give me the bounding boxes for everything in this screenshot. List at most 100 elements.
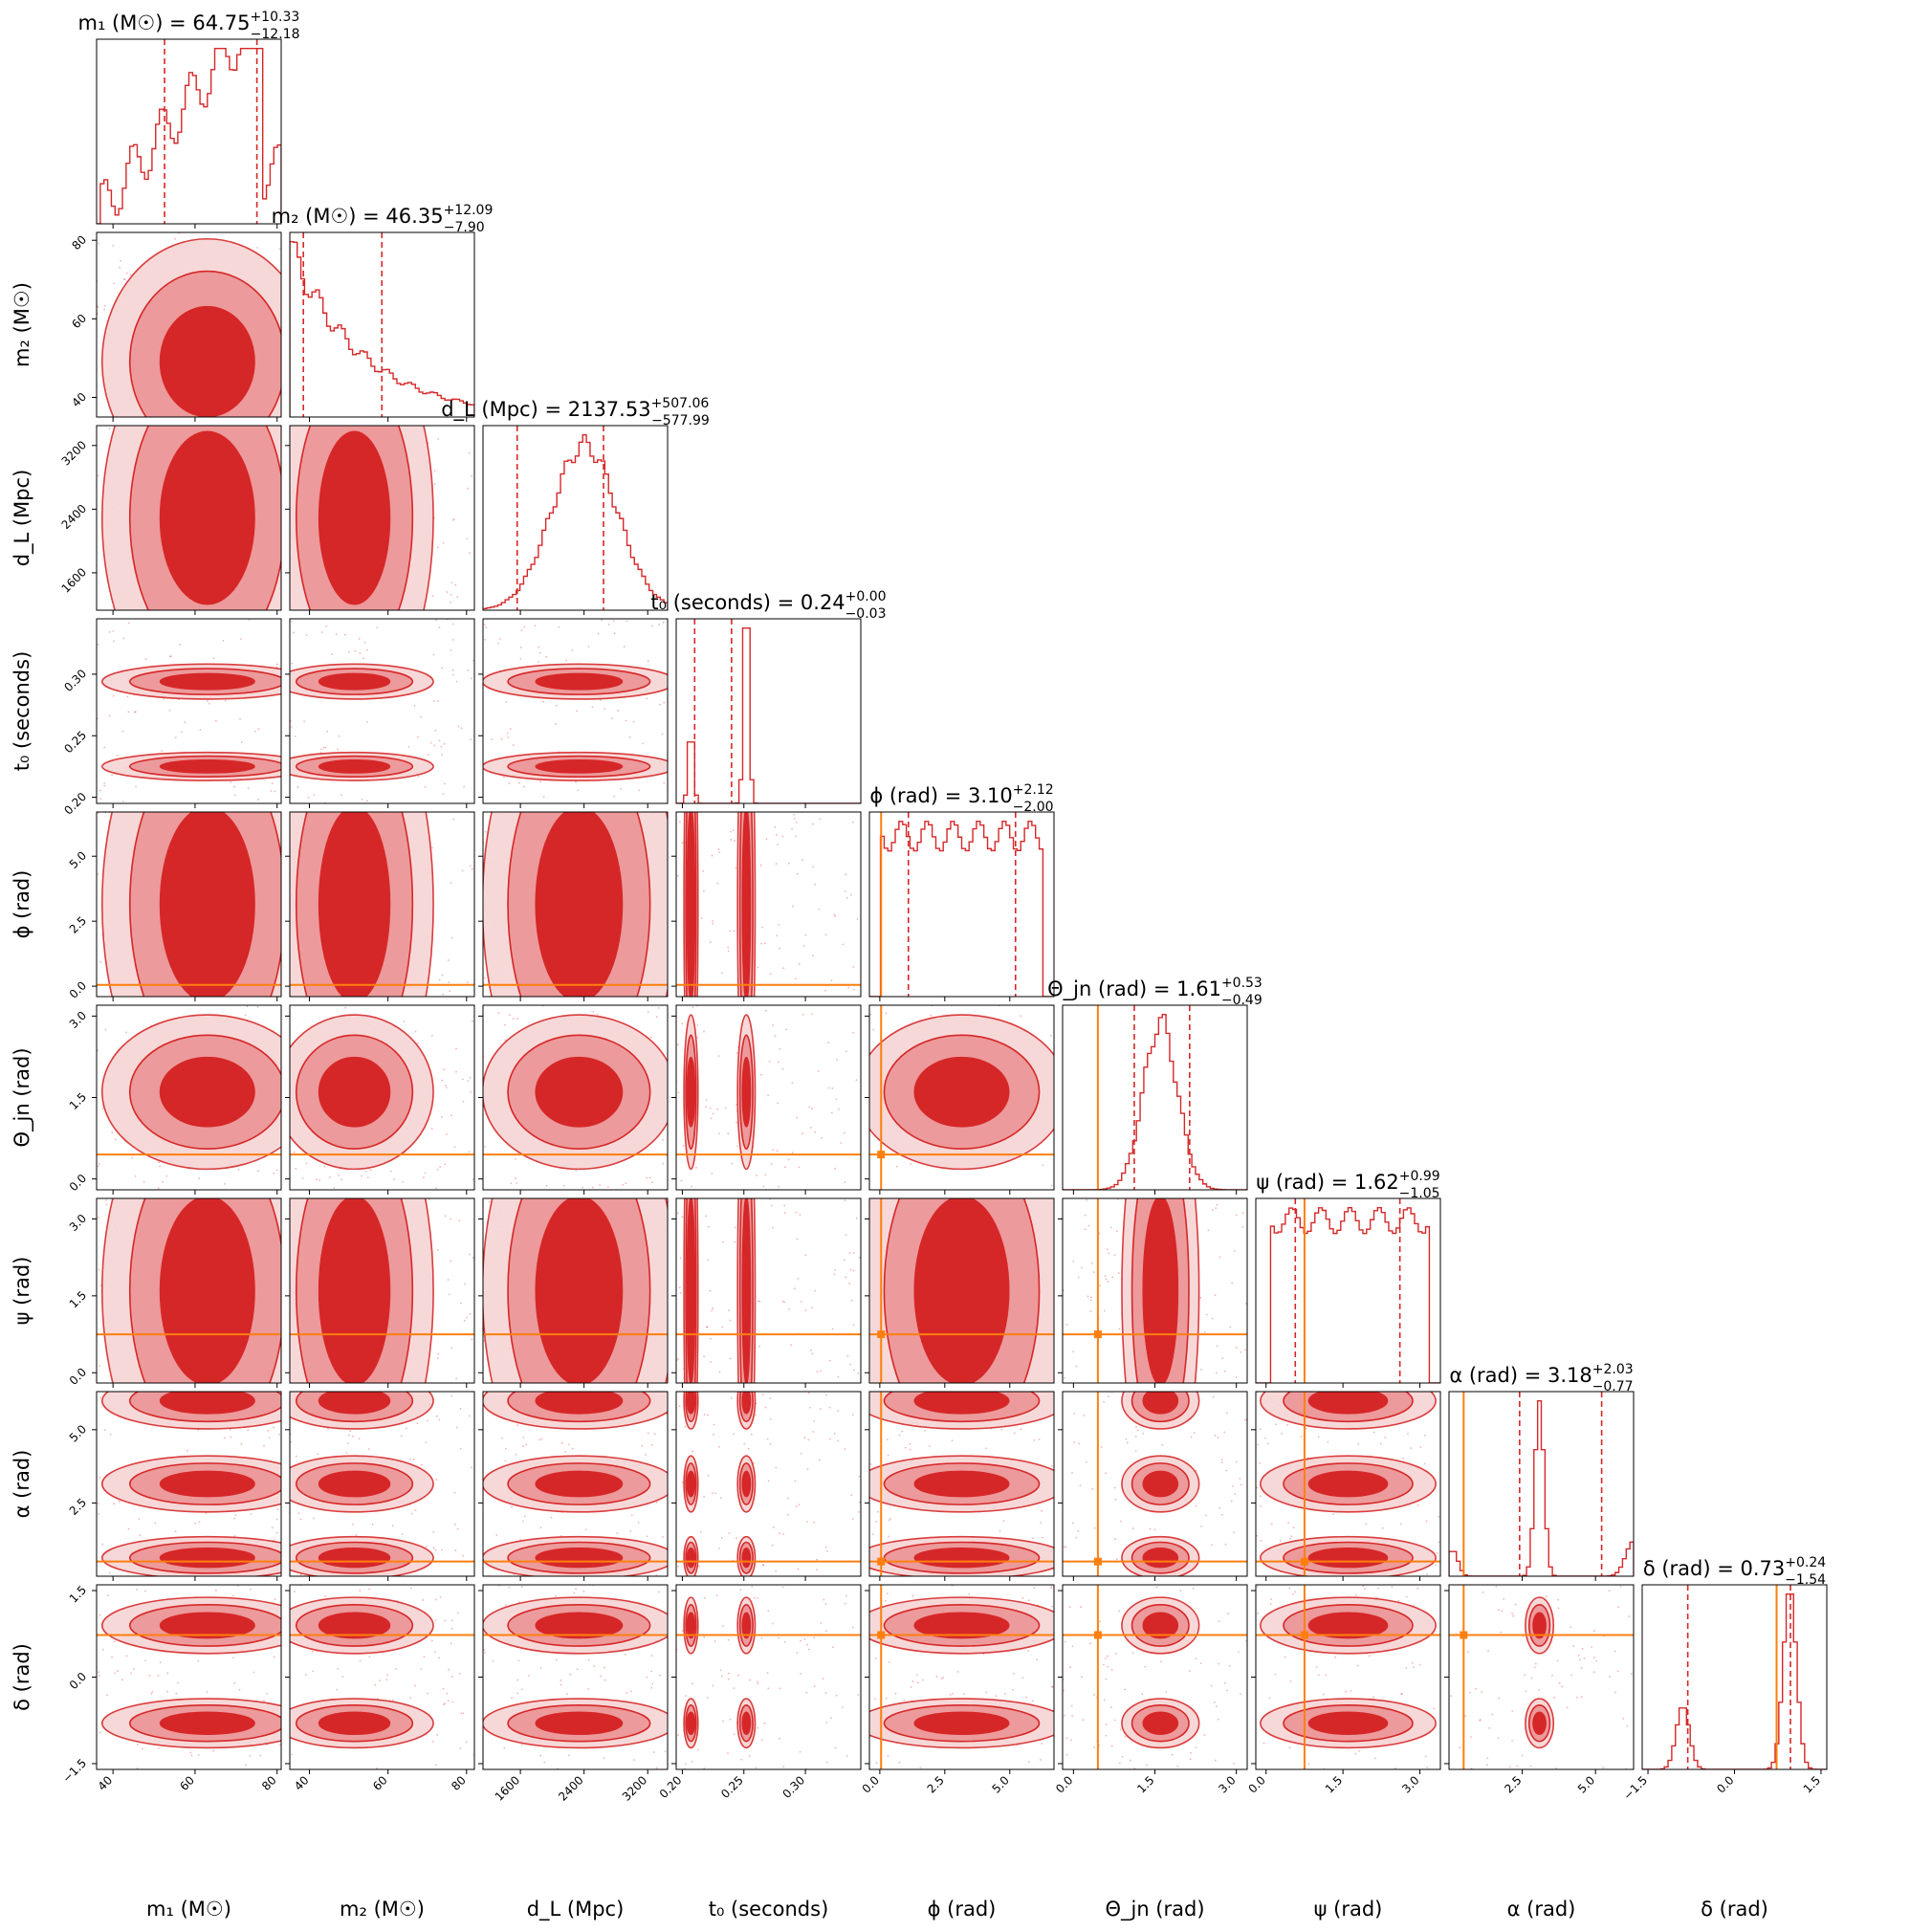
sample-point — [99, 1675, 100, 1677]
sample-point — [869, 1013, 872, 1016]
sample-point — [1400, 1693, 1403, 1696]
sample-point — [811, 1352, 814, 1355]
x-tick-label-phi: 5.0 — [990, 1773, 1012, 1795]
sample-point — [312, 1670, 315, 1673]
sample-point — [208, 702, 210, 705]
sample-point — [1384, 1436, 1387, 1438]
sample-point — [715, 1594, 718, 1597]
sample-point — [678, 821, 681, 823]
sample-point — [1114, 1719, 1116, 1722]
x-tick-label-m2: 40 — [292, 1773, 312, 1793]
sample-point — [157, 1187, 160, 1190]
sample-point — [732, 828, 735, 831]
sample-point — [328, 1176, 331, 1178]
sample-point — [120, 259, 121, 262]
sample-point — [1503, 1597, 1505, 1600]
sample-point — [564, 1450, 567, 1453]
sample-point — [650, 1670, 652, 1673]
sample-point — [825, 1722, 828, 1723]
contour-panel-m1-phi — [96, 811, 282, 998]
sample-point — [515, 1157, 516, 1160]
sample-point — [795, 977, 797, 980]
sample-point — [338, 1175, 340, 1176]
sample-point — [1372, 1696, 1374, 1699]
panel-frame — [675, 1004, 862, 1191]
sample-point — [1622, 1717, 1625, 1720]
contour-level — [686, 1056, 696, 1128]
sample-point — [807, 1648, 810, 1651]
sample-point — [400, 1435, 403, 1438]
sample-point — [450, 1619, 453, 1622]
sample-point — [239, 717, 241, 720]
x-tick-label-phi: 0.0 — [860, 1773, 882, 1795]
sample-point — [341, 1676, 344, 1678]
sample-point — [783, 1204, 786, 1207]
histogram-step-alpha — [1449, 1399, 1634, 1576]
sample-point — [1072, 1260, 1075, 1262]
histogram-step-phi — [869, 820, 1054, 997]
sample-point — [791, 1082, 794, 1085]
sample-point — [252, 1671, 255, 1674]
sample-point — [468, 1151, 471, 1153]
sample-point — [257, 728, 260, 731]
sample-point — [703, 1414, 706, 1416]
sample-point — [677, 1357, 680, 1360]
sample-point — [1199, 1662, 1202, 1665]
sample-point — [250, 1588, 252, 1591]
injection-marker — [1093, 1330, 1102, 1339]
sample-point — [519, 646, 522, 648]
sample-point — [843, 1131, 845, 1134]
sample-point — [114, 1640, 116, 1643]
sample-point — [888, 1660, 890, 1663]
sample-point — [1042, 1164, 1044, 1167]
sample-point — [623, 646, 626, 648]
sample-point — [275, 663, 278, 666]
sample-point — [1176, 1765, 1179, 1767]
sample-point — [469, 1253, 471, 1256]
sample-point — [1110, 1706, 1112, 1708]
sample-point — [1033, 1438, 1035, 1441]
sample-point — [522, 1445, 525, 1447]
x-tick-label-theta: 3.0 — [1216, 1773, 1238, 1795]
sample-point — [575, 1588, 578, 1591]
sample-point — [134, 711, 137, 714]
sample-point — [116, 754, 119, 757]
sample-point — [163, 697, 165, 700]
sample-point — [852, 1031, 855, 1034]
sample-point — [1257, 1443, 1259, 1446]
sample-point — [706, 1696, 709, 1699]
sample-point — [1260, 1495, 1262, 1498]
sample-point — [430, 1034, 433, 1037]
sample-point — [747, 1447, 750, 1450]
sample-point — [1256, 1586, 1259, 1589]
contour-panel-m2-phi — [289, 811, 475, 998]
sample-point — [797, 1277, 800, 1280]
sample-point — [392, 1699, 394, 1701]
sample-point — [462, 1554, 464, 1557]
sample-point — [1482, 1592, 1484, 1593]
sample-point — [1281, 1432, 1283, 1435]
sample-point — [1235, 1376, 1238, 1379]
sample-point — [655, 1016, 658, 1019]
sample-point — [858, 1510, 860, 1513]
sample-point — [764, 1009, 767, 1012]
sample-point — [1124, 1735, 1127, 1738]
sample-point — [568, 1754, 570, 1757]
sample-point — [389, 1170, 392, 1173]
sample-point — [799, 1214, 801, 1217]
sample-point — [451, 1701, 454, 1703]
title-phi: ϕ (rad) = 3.10+2.12 −2.00 — [869, 782, 1053, 815]
sample-point — [968, 1593, 971, 1595]
sample-point — [678, 1405, 681, 1408]
sample-point — [1121, 1755, 1124, 1758]
contour-level — [318, 759, 391, 774]
sample-point — [1438, 1516, 1440, 1518]
sample-point — [1289, 1537, 1292, 1540]
sample-point — [1020, 1428, 1022, 1431]
sample-point — [1372, 1431, 1375, 1434]
contour-level — [1532, 1711, 1547, 1736]
sample-point — [1103, 1400, 1105, 1403]
sample-point — [368, 1588, 371, 1591]
sample-point — [371, 1523, 374, 1526]
sample-point — [234, 1514, 237, 1517]
